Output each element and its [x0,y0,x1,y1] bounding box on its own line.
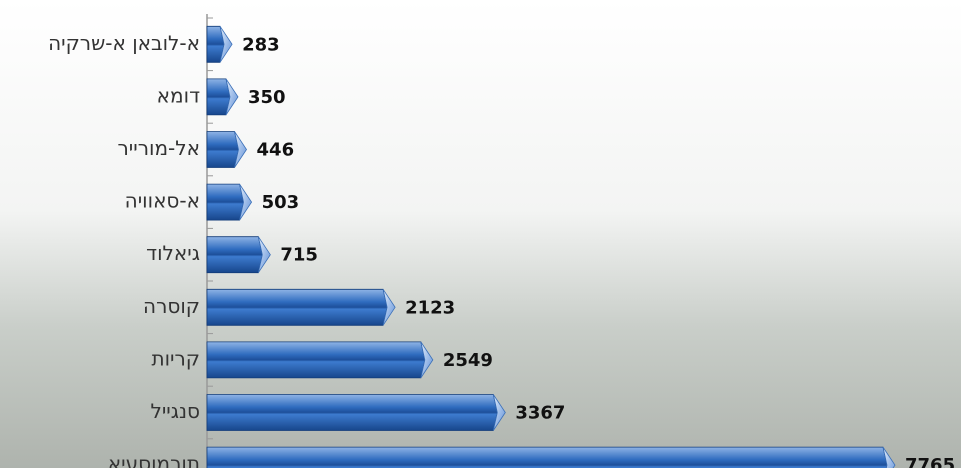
bar-body [207,132,239,168]
value-label: 3367 [515,403,565,424]
bar-body [207,184,244,220]
value-label: 503 [262,192,300,213]
category-label: דומא [157,83,200,107]
bar-body [207,237,262,273]
bar-body [207,447,887,468]
category-label: קוסרה [143,294,200,318]
value-label: 7765 [905,455,955,468]
bar [207,395,505,431]
value-label: 2123 [405,297,455,318]
bar-body [207,79,230,115]
bar [207,289,395,325]
bar-body [207,289,387,325]
category-label: קריות [151,346,200,370]
value-label: 283 [242,34,280,55]
bar-body [207,395,497,431]
bar-body [207,342,425,378]
category-label: א-לובאן א-שרקיה [48,31,200,55]
category-label: אל-מורייר [117,136,200,160]
value-label: 715 [280,245,318,266]
bar [207,342,433,378]
bar [207,447,895,468]
category-label: סנגייל [150,399,200,423]
bar [207,237,270,273]
value-label: 446 [257,140,295,161]
value-label: 2549 [443,350,493,371]
category-label: א-סאוויה [125,189,200,213]
chart: א-לובאן א-שרקיה 283 דומא 350 אל-מורייר 446 א-ס… [0,0,961,468]
category-label: תורמוסעיא [108,452,200,468]
category-label: גיאלוד [146,241,200,265]
value-label: 350 [248,87,286,108]
